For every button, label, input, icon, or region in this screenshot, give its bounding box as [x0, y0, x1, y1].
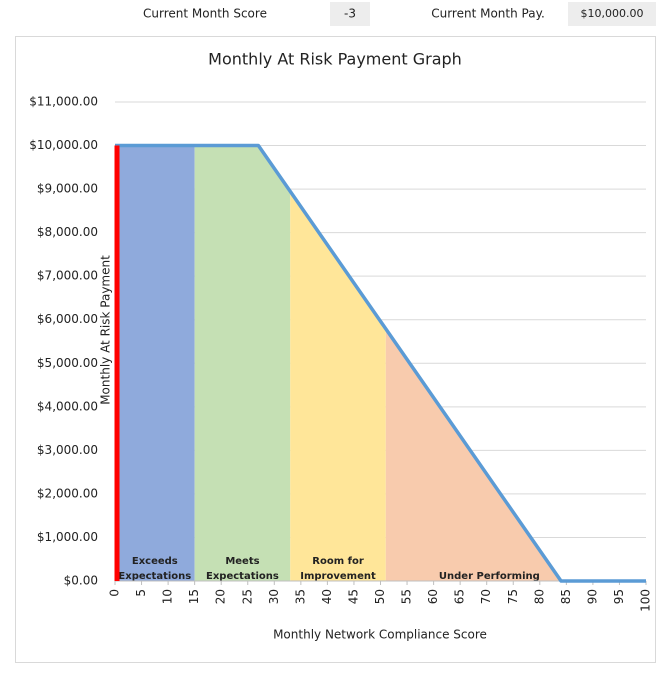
x-tick-label: 60 — [426, 589, 440, 604]
zone — [194, 145, 291, 581]
x-tick-label: 30 — [267, 589, 281, 604]
zone-label: Under Performing — [439, 571, 540, 582]
zone-label: Improvement — [300, 571, 376, 582]
y-tick-label: $10,000.00 — [29, 138, 98, 152]
x-tick-label: 35 — [293, 589, 307, 604]
y-tick-label: $3,000.00 — [37, 443, 98, 457]
x-tick-label: 80 — [532, 589, 546, 604]
y-tick-label: $4,000.00 — [37, 399, 98, 413]
y-axis-label: Monthly At Risk Payment — [99, 255, 113, 405]
pay-value: $10,000.00 — [581, 7, 644, 20]
zone-label: Expectations — [118, 571, 191, 582]
score-value: -3 — [344, 7, 356, 21]
y-tick-label: $8,000.00 — [37, 225, 98, 239]
score-label: Current Month Score — [143, 7, 267, 21]
zone-label: Exceeds — [132, 556, 178, 567]
y-tick-label: $2,000.00 — [37, 486, 98, 500]
pay-box — [568, 2, 656, 26]
x-tick-label: 65 — [453, 589, 467, 604]
series-line — [115, 143, 646, 583]
x-tick-label: 95 — [612, 589, 626, 604]
x-tick-label: 45 — [346, 589, 360, 604]
x-tick-label: 5 — [134, 589, 148, 597]
x-tick-label: 25 — [240, 589, 254, 604]
x-tick-label: 100 — [639, 589, 653, 612]
x-tick-label: 50 — [373, 589, 387, 604]
zone-label: Meets — [225, 556, 259, 567]
y-tick-label: $0.00 — [64, 574, 98, 588]
y-tick-label: $9,000.00 — [37, 182, 98, 196]
x-tick-label: 90 — [585, 589, 599, 604]
zone-label: Room for — [312, 556, 364, 567]
x-tick-label: 20 — [214, 589, 228, 604]
pay-label: Current Month Pay. — [431, 7, 545, 21]
x-axis-label: Monthly Network Compliance Score — [273, 628, 487, 642]
x-tick-label: 75 — [506, 589, 520, 604]
chart-title: Monthly At Risk Payment Graph — [208, 50, 462, 69]
x-tick-label: 70 — [479, 589, 493, 604]
y-tick-label: $6,000.00 — [37, 312, 98, 326]
zone-label: Expectations — [206, 571, 279, 582]
y-tick-label: $11,000.00 — [29, 95, 98, 109]
zone — [115, 145, 195, 581]
score-box — [330, 2, 370, 26]
x-tick-label: 10 — [161, 589, 175, 604]
x-tick-label: 15 — [187, 589, 201, 604]
y-tick-label: $7,000.00 — [37, 269, 98, 283]
x-tick-label: 85 — [559, 589, 573, 604]
x-tick-label: 0 — [108, 589, 122, 597]
x-tick-label: 55 — [400, 589, 414, 604]
x-tick-label: 40 — [320, 589, 334, 604]
y-tick-label: $5,000.00 — [37, 356, 98, 370]
y-tick-label: $1,000.00 — [37, 530, 98, 544]
